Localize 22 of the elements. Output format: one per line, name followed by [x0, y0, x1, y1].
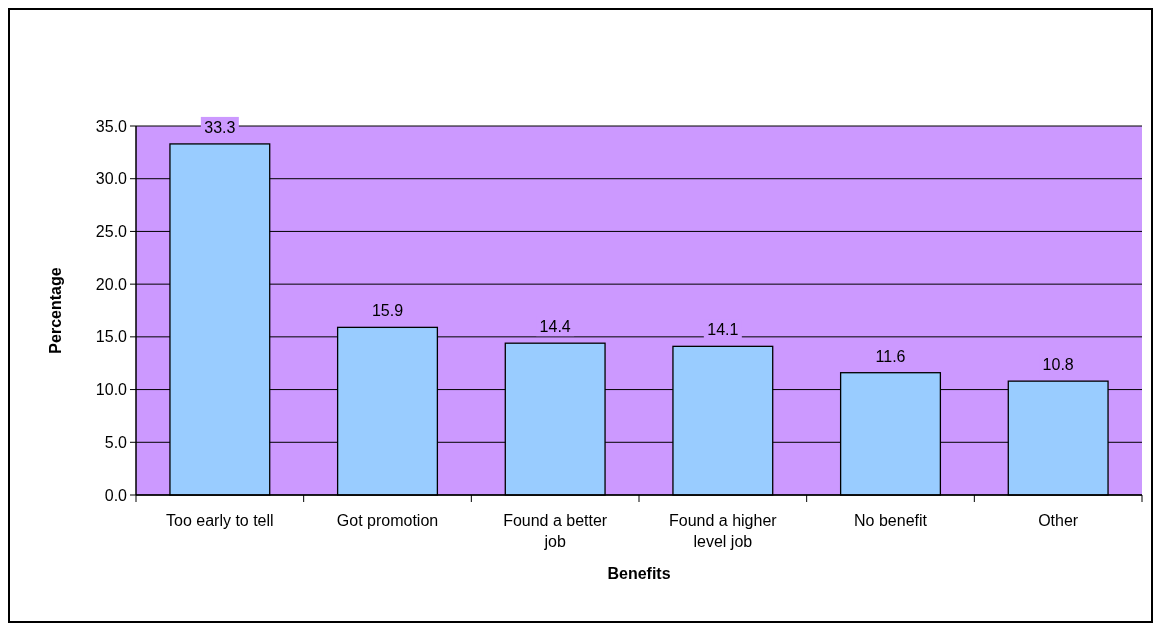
x-tick-label: Too early to tell: [166, 512, 274, 529]
data-label: 11.6: [875, 347, 906, 365]
x-tick-label: Got promotion: [336, 512, 439, 529]
y-tick-label: 25.0: [95, 223, 128, 241]
data-label: 10.8: [1042, 356, 1074, 374]
y-tick-label: 20.0: [95, 275, 128, 293]
data-label: 15.9: [371, 302, 404, 320]
x-tick-label: No benefit: [854, 512, 928, 529]
y-tick-label: 10.0: [95, 381, 128, 399]
y-tick-label: 35.0: [95, 117, 128, 135]
x-tick-label: Found a better job: [503, 512, 608, 550]
data-label: 14.1: [707, 321, 739, 339]
data-label: 33.3: [204, 118, 236, 136]
y-tick-label: 5.0: [104, 433, 128, 451]
data-label: 14.4: [539, 318, 571, 336]
x-axis-title: Benefits: [607, 565, 671, 582]
y-tick-label: 30.0: [95, 170, 128, 188]
y-tick-label: 0.0: [104, 486, 128, 504]
x-tick-label: Other: [1038, 512, 1079, 529]
y-axis-title: Percentage: [47, 267, 64, 354]
y-tick-label: 15.0: [95, 328, 128, 346]
x-tick-label: Found a higher level job: [669, 512, 778, 550]
